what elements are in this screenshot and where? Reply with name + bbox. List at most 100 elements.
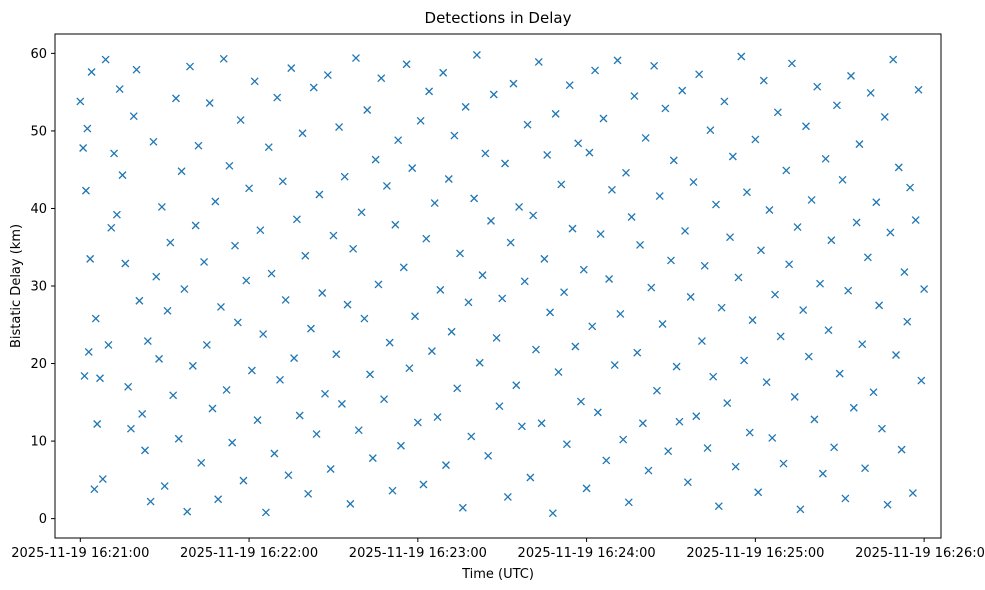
data-point: [411, 312, 419, 321]
data-point: [236, 116, 245, 125]
data-point: [194, 141, 203, 150]
data-point: [171, 94, 180, 103]
data-point: [467, 432, 476, 441]
data-point: [858, 340, 867, 349]
data-point: [565, 81, 574, 90]
data-point: [318, 289, 327, 297]
data-point: [861, 464, 870, 473]
data-point: [768, 434, 777, 442]
data-point: [149, 137, 158, 146]
data-point: [790, 392, 799, 401]
x-tick-label: 2025-11-19 16:23:00: [349, 546, 487, 561]
data-point: [267, 269, 276, 278]
data-point: [430, 199, 439, 207]
data-point: [295, 411, 304, 420]
data-point: [233, 318, 242, 327]
data-point: [636, 240, 645, 249]
data-point: [607, 185, 616, 194]
data-point: [827, 236, 836, 245]
data-point: [661, 104, 670, 113]
data-point: [560, 288, 569, 297]
data-point: [124, 382, 133, 391]
data-point: [323, 71, 332, 80]
data-point: [405, 364, 414, 373]
data-point: [526, 473, 535, 482]
data-point: [605, 275, 614, 283]
data-point: [86, 254, 95, 263]
data-point: [335, 123, 344, 132]
data-point: [906, 183, 915, 192]
data-point: [562, 440, 571, 449]
data-point: [551, 109, 560, 118]
data-point: [616, 309, 625, 318]
data-point: [720, 97, 729, 106]
data-point: [664, 447, 673, 456]
data-point: [737, 52, 746, 61]
data-point: [481, 149, 490, 158]
data-point: [610, 361, 619, 370]
data-point: [686, 292, 695, 301]
data-point: [512, 381, 521, 390]
data-point: [574, 139, 583, 148]
data-point: [270, 449, 279, 458]
data-point: [745, 428, 754, 437]
data-markers: [76, 50, 929, 518]
data-point: [261, 508, 270, 517]
data-point: [568, 224, 577, 233]
data-point: [126, 424, 135, 433]
data-point: [155, 354, 164, 363]
data-point: [832, 101, 841, 110]
data-point: [740, 356, 749, 365]
data-point: [706, 126, 715, 135]
data-point: [591, 66, 599, 75]
data-point: [785, 260, 794, 269]
data-point: [304, 489, 313, 498]
data-point: [748, 316, 757, 325]
data-point: [498, 294, 507, 303]
data-point: [799, 306, 808, 314]
data-point: [413, 418, 422, 427]
data-point: [782, 166, 791, 175]
data-point: [717, 303, 726, 312]
data-point: [880, 113, 889, 121]
data-point: [160, 482, 169, 491]
data-point: [273, 93, 282, 102]
data-point: [366, 370, 374, 379]
data-point: [399, 263, 408, 272]
data-point: [281, 295, 290, 304]
data-point: [596, 230, 605, 239]
data-point: [779, 459, 788, 468]
data-point: [540, 254, 549, 263]
x-tick-label: 2025-11-19 16:22:00: [180, 546, 318, 561]
data-point: [186, 62, 194, 71]
data-point: [863, 253, 872, 262]
data-point: [377, 74, 386, 83]
data-point: [402, 60, 411, 69]
data-point: [112, 210, 121, 219]
data-point: [205, 99, 214, 107]
data-point: [751, 135, 760, 144]
data-point: [683, 478, 692, 487]
data-point: [818, 469, 827, 478]
data-point: [816, 279, 825, 288]
data-point: [847, 71, 855, 80]
data-point: [422, 234, 431, 243]
y-tick-label: 60: [30, 47, 47, 62]
data-point: [453, 384, 462, 393]
data-point: [337, 399, 346, 408]
data-point: [771, 290, 780, 299]
y-tick-label: 50: [30, 124, 47, 139]
data-point: [658, 320, 667, 328]
data-point: [501, 159, 509, 168]
data-point: [554, 368, 563, 377]
data-point: [152, 272, 161, 281]
data-point: [121, 259, 130, 268]
x-axis-ticks: 2025-11-19 16:21:00 2025-11-19 16:22:00 20…: [11, 538, 985, 561]
data-point: [98, 475, 107, 484]
data-point: [346, 499, 355, 508]
data-point: [278, 177, 287, 186]
data-point: [96, 374, 104, 383]
data-point: [650, 61, 659, 70]
data-point: [914, 85, 923, 94]
data-point: [80, 371, 89, 380]
